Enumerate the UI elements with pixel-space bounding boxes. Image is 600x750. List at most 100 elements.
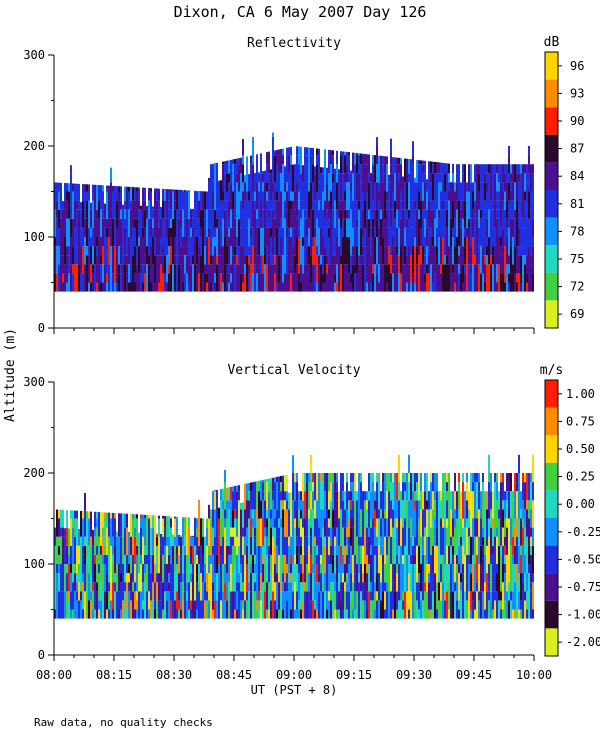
data-cell: [66, 218, 68, 247]
data-cell: [434, 191, 436, 219]
data-cell: [418, 160, 420, 165]
data-cell: [276, 227, 278, 256]
data-cell: [446, 545, 448, 564]
data-cell: [382, 554, 384, 564]
data-cell: [144, 187, 146, 201]
data-cell: [484, 582, 486, 610]
data-cell: [130, 282, 132, 292]
data-cell: [258, 545, 260, 564]
data-cell: [162, 518, 164, 537]
data-cell: [208, 504, 210, 519]
data-cell: [244, 509, 246, 519]
data-cell: [98, 512, 100, 537]
data-cell: [162, 200, 164, 219]
data-cell: [370, 545, 372, 555]
data-cell: [324, 255, 326, 265]
data-cell: [442, 264, 444, 274]
data-cell: [278, 609, 280, 619]
data-cell: [74, 573, 76, 592]
data-cell: [116, 200, 118, 228]
data-cell: [484, 491, 486, 501]
data-cell: [82, 191, 84, 201]
data-cell: [234, 227, 236, 247]
data-cell: [364, 536, 366, 564]
data-cell: [308, 482, 310, 510]
data-cell: [230, 486, 232, 501]
data-cell: [420, 600, 422, 619]
data-cell: [136, 218, 138, 247]
data-cell: [298, 146, 300, 156]
data-cell: [192, 209, 194, 219]
data-cell: [234, 255, 236, 265]
data-cell: [408, 454, 410, 473]
data-cell: [306, 473, 308, 483]
data-cell: [372, 173, 374, 201]
data-cell: [202, 536, 204, 555]
data-cell: [100, 527, 102, 546]
data-cell: [398, 227, 400, 256]
data-cell: [226, 173, 228, 192]
data-cell: [298, 554, 300, 574]
data-cell: [406, 218, 408, 228]
data-cell: [70, 173, 72, 192]
data-cell: [358, 255, 360, 265]
data-cell: [220, 227, 222, 247]
data-cell: [82, 184, 84, 192]
data-cell: [242, 209, 244, 237]
data-cell: [486, 545, 488, 574]
data-cell: [480, 591, 482, 619]
data-cell: [298, 173, 300, 192]
data-cell: [230, 564, 232, 592]
data-cell: [442, 162, 444, 174]
data-cell: [378, 564, 380, 574]
data-cell: [258, 564, 260, 592]
data-cell: [400, 600, 402, 619]
data-cell: [464, 164, 466, 183]
data-cell: [120, 573, 122, 583]
data-cell: [220, 489, 222, 501]
data-cell: [232, 191, 234, 210]
data-cell: [310, 463, 312, 473]
data-cell: [450, 182, 452, 192]
data-cell: [400, 509, 402, 519]
data-cell: [166, 600, 168, 619]
data-cell: [72, 264, 74, 274]
data-cell: [196, 582, 198, 610]
data-cell: [252, 227, 254, 237]
data-cell: [474, 255, 476, 265]
data-cell: [358, 200, 360, 210]
colorbar-swatch: [545, 573, 558, 601]
data-cell: [242, 502, 244, 528]
data-cell: [442, 209, 444, 237]
data-cell: [144, 255, 146, 265]
data-cell: [436, 473, 438, 492]
data-cell: [134, 282, 136, 292]
data-cell: [158, 515, 160, 519]
data-cell: [426, 264, 428, 274]
data-cell: [114, 185, 116, 192]
data-cell: [438, 491, 440, 510]
data-cell: [316, 218, 318, 228]
data-cell: [384, 518, 386, 537]
data-cell: [250, 491, 252, 510]
data-cell: [196, 517, 198, 519]
data-cell: [460, 536, 462, 546]
data-cell: [130, 591, 132, 601]
data-cell: [286, 191, 288, 210]
data-cell: [208, 182, 210, 210]
data-cell: [204, 609, 206, 619]
data-cell: [370, 473, 372, 492]
data-cell: [296, 237, 298, 265]
data-cell: [460, 545, 462, 574]
data-cell: [438, 218, 440, 237]
data-cell: [148, 188, 150, 192]
data-cell: [168, 227, 170, 247]
data-cell: [396, 255, 398, 274]
data-cell: [436, 491, 438, 510]
data-cell: [428, 582, 430, 610]
data-cell: [496, 527, 498, 537]
data-cell: [116, 531, 118, 537]
data-cell: [94, 609, 96, 619]
data-cell: [276, 255, 278, 283]
data-cell: [472, 564, 474, 592]
